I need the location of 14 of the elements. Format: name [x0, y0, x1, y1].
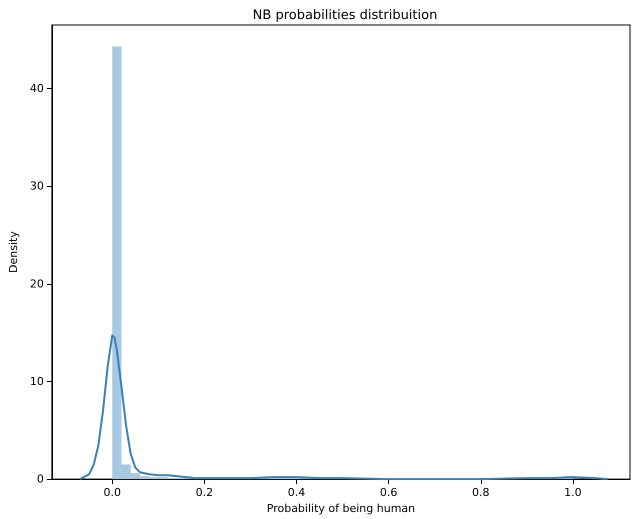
y-tick-label: 0 [36, 472, 44, 486]
y-tick-label: 30 [30, 180, 44, 193]
x-tick-label: 0.2 [196, 486, 214, 500]
y-tick-label: 10 [30, 374, 44, 388]
y-axis-title: Density [7, 230, 20, 273]
x-tick-label: 0.0 [103, 486, 121, 500]
y-tick-label: 20 [30, 277, 44, 290]
x-tick-label: 0.4 [288, 486, 306, 500]
x-tick-label: 0.8 [472, 486, 490, 500]
x-tick-label: 1.0 [564, 486, 582, 500]
x-axis-title: Probability of being human [266, 502, 416, 515]
chart-title: NB probabilities distribuition [252, 8, 438, 23]
x-tick-label: 0.6 [380, 486, 398, 500]
y-tick-label: 40 [30, 82, 44, 95]
